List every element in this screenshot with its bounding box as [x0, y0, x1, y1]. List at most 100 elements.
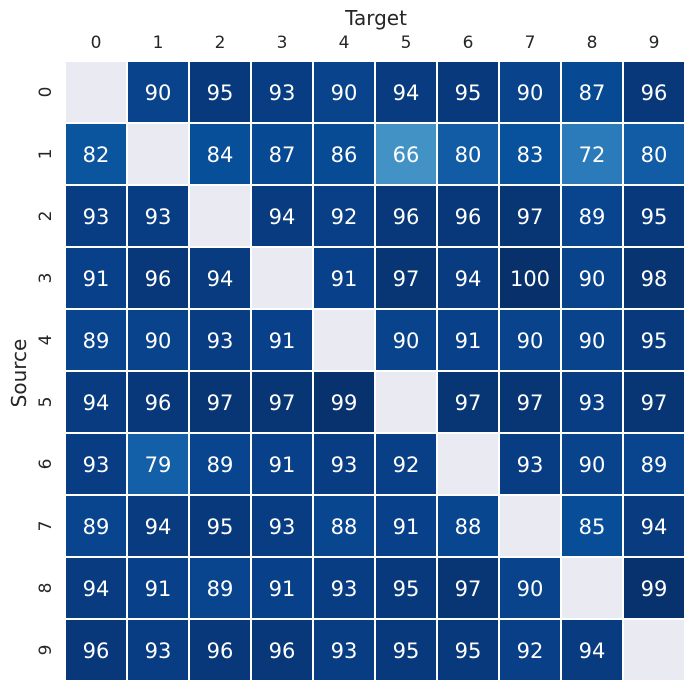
heatmap-cell-0-2: [188, 60, 252, 124]
cell-value-3-7: 100: [510, 267, 550, 291]
y-tick-label: 4: [36, 335, 56, 346]
cell-value-8-6: 97: [455, 577, 482, 601]
cell-value-3-9: 98: [641, 267, 668, 291]
heatmap-cell-8-1: [126, 556, 190, 620]
cell-value-6-5: 92: [393, 453, 420, 477]
x-tick-label: 4: [339, 33, 350, 53]
heatmap-cell-2-9: [622, 184, 686, 248]
y-tick-label: 2: [36, 211, 56, 222]
cell-value-1-4: 86: [331, 143, 358, 167]
heatmap-cell-5-3: [250, 370, 314, 434]
cell-value-2-6: 96: [455, 205, 482, 229]
cell-value-6-8: 90: [579, 453, 606, 477]
cell-value-4-2: 93: [207, 329, 234, 353]
cell-value-0-5: 94: [393, 81, 420, 105]
cell-value-3-5: 97: [393, 267, 420, 291]
heatmap-cell-8-6: [436, 556, 500, 620]
cell-value-8-9: 99: [641, 577, 668, 601]
cell-value-8-3: 91: [269, 577, 296, 601]
cell-value-7-1: 94: [145, 515, 172, 539]
cell-value-1-5: 66: [393, 143, 420, 167]
heatmap-cell-2-2: [188, 184, 252, 248]
cell-value-1-3: 87: [269, 143, 296, 167]
cell-value-3-6: 94: [455, 267, 482, 291]
cell-value-8-0: 94: [83, 577, 110, 601]
x-tick-label: 5: [401, 33, 412, 53]
cell-value-7-5: 91: [393, 515, 420, 539]
heatmap-cell-2-1: [126, 184, 190, 248]
heatmap-cell-9-4: [312, 618, 376, 682]
cell-value-5-3: 97: [269, 391, 296, 415]
heatmap-cell-3-1: [126, 246, 190, 310]
cell-value-3-8: 90: [579, 267, 606, 291]
cell-value-8-7: 90: [517, 577, 544, 601]
heatmap-cell-5-6: [436, 370, 500, 434]
cell-value-6-4: 93: [331, 453, 358, 477]
heatmap-cell-5-5: [374, 370, 438, 434]
cell-value-7-9: 94: [641, 515, 668, 539]
heatmap-cell-4-6: [436, 308, 500, 372]
cell-value-9-0: 96: [83, 639, 110, 663]
heatmap-cell-0-6: [436, 60, 500, 124]
cell-value-3-1: 96: [145, 267, 172, 291]
cell-value-3-4: 91: [331, 267, 358, 291]
x-tick-label: 2: [215, 33, 226, 53]
cell-value-5-2: 97: [207, 391, 234, 415]
cell-value-2-8: 89: [579, 205, 606, 229]
heatmap-cell-2-4: [312, 184, 376, 248]
cell-value-1-8: 72: [579, 143, 606, 167]
heatmap-cell-7-5: [374, 494, 438, 558]
heatmap-cell-7-3: [250, 494, 314, 558]
cell-value-6-3: 91: [269, 453, 296, 477]
heatmap-cell-7-2: [188, 494, 252, 558]
y-tick-label: 0: [36, 87, 56, 98]
cell-value-4-3: 91: [269, 329, 296, 353]
heatmap-cell-5-4: [312, 370, 376, 434]
cell-value-0-4: 90: [331, 81, 358, 105]
cell-value-5-6: 97: [455, 391, 482, 415]
heatmap-cell-5-2: [188, 370, 252, 434]
heatmap-cell-6-0: [64, 432, 128, 496]
heatmap-cell-9-9: [622, 618, 686, 682]
cell-value-7-2: 95: [207, 515, 234, 539]
x-tick-label: 8: [587, 33, 598, 53]
cell-value-2-7: 97: [517, 205, 544, 229]
cell-value-5-8: 93: [579, 391, 606, 415]
cell-value-4-8: 90: [579, 329, 606, 353]
heatmap-cell-8-8: [560, 556, 624, 620]
heatmap-cell-1-7: [498, 122, 562, 186]
cell-value-4-1: 90: [145, 329, 172, 353]
cell-value-6-2: 89: [207, 453, 234, 477]
cell-value-2-5: 96: [393, 205, 420, 229]
heatmap-cell-8-5: [374, 556, 438, 620]
heatmap-cell-1-8: [560, 122, 624, 186]
heatmap-cell-8-2: [188, 556, 252, 620]
x-tick-label: 0: [91, 33, 102, 53]
cell-value-8-5: 95: [393, 577, 420, 601]
heatmap-cell-3-4: [312, 246, 376, 310]
y-tick-label: 9: [36, 645, 56, 656]
x-tick-label: 7: [525, 33, 536, 53]
cell-value-0-2: 95: [207, 81, 234, 105]
y-tick-labels: 0 1 2 3 4 5 6 7 8 9: [36, 87, 56, 656]
cell-value-0-3: 93: [269, 81, 296, 105]
x-tick-label: 3: [277, 33, 288, 53]
heatmap-cell-2-0: [64, 184, 128, 248]
cell-value-2-3: 94: [269, 205, 296, 229]
cell-value-0-8: 87: [579, 81, 606, 105]
cell-value-6-7: 93: [517, 453, 544, 477]
heatmap-cell-2-5: [374, 184, 438, 248]
cell-value-1-7: 83: [517, 143, 544, 167]
heatmap-cell-5-9: [622, 370, 686, 434]
x-tick-label: 9: [649, 33, 660, 53]
heatmap-cell-8-3: [250, 556, 314, 620]
cell-value-9-1: 93: [145, 639, 172, 663]
heatmap-cells: 90 95 93 90 94 95 90 87 96 82 84 87 86 66 80 83 72 80 93 93…: [64, 60, 686, 682]
cell-value-4-5: 90: [393, 329, 420, 353]
cell-value-9-6: 95: [455, 639, 482, 663]
heatmap-cell-5-0: [64, 370, 128, 434]
heatmap-cell-9-7: [498, 618, 562, 682]
heatmap-cell-0-1: [126, 60, 190, 124]
heatmap-cell-1-3: [250, 122, 314, 186]
heatmap-cell-1-5: [374, 122, 438, 186]
